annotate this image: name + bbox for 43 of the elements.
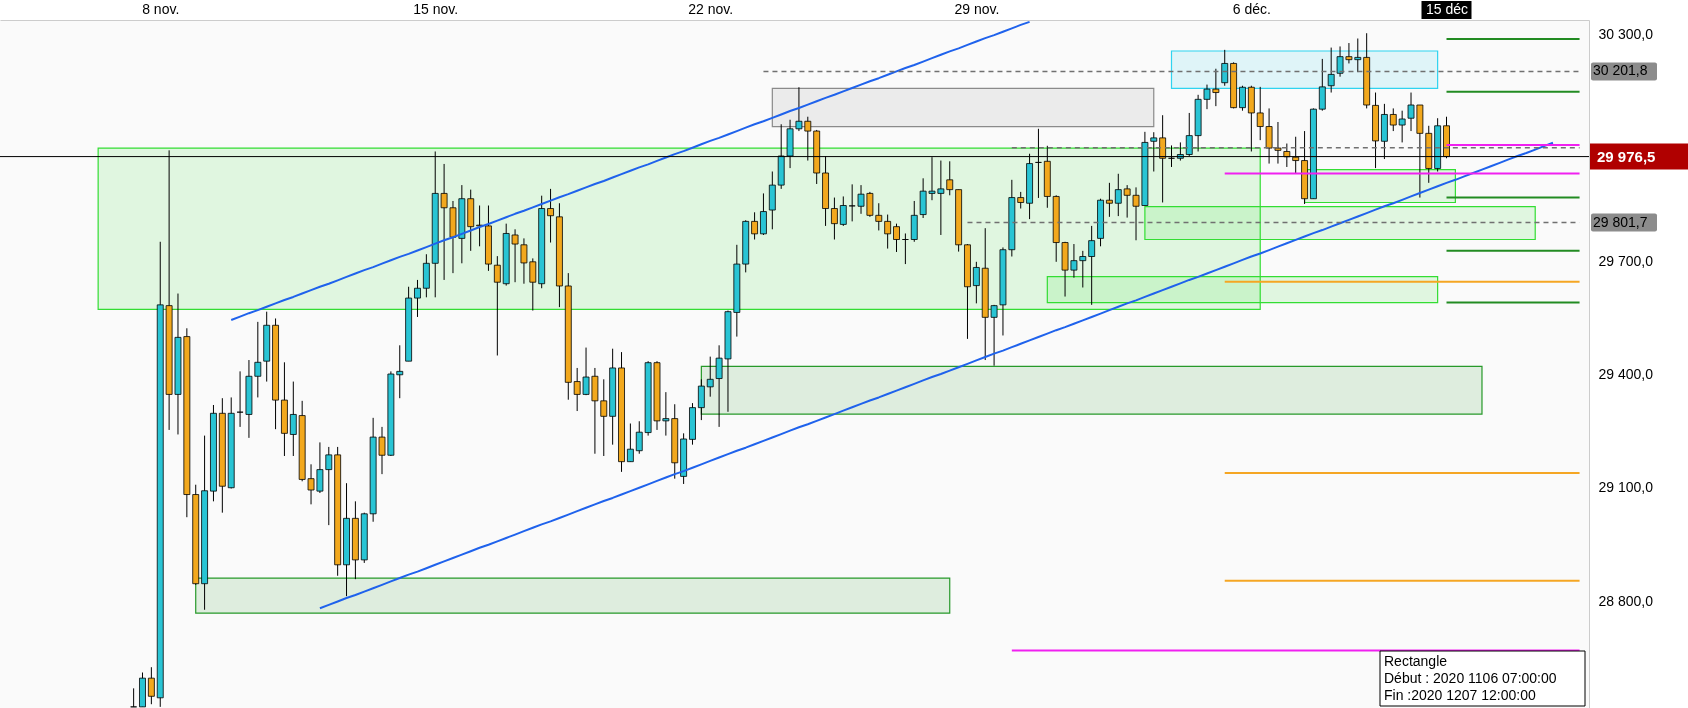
candlestick xyxy=(1114,173,1122,217)
y-tick-label: 29 700,0 xyxy=(1598,252,1654,269)
candlestick xyxy=(1318,58,1326,112)
annotation: Fin :2020 1207 12:00:00 xyxy=(1384,687,1537,703)
candlestick xyxy=(130,687,138,708)
candlestick xyxy=(1088,225,1096,306)
line-series xyxy=(318,141,1554,610)
candlestick xyxy=(760,192,767,236)
annotation: Rectangle xyxy=(1384,653,1448,669)
candlestick xyxy=(1106,182,1113,218)
data-label: 30 201,8 xyxy=(1593,62,1648,79)
candlestick xyxy=(839,195,847,227)
candlestick xyxy=(1327,47,1335,94)
y-tick-label: 30 300,0 xyxy=(1598,25,1654,42)
annotation: Début : 2020 1106 07:00:00 xyxy=(1384,670,1557,686)
x-tick-label: 8 nov. xyxy=(142,0,180,17)
x-tick-label: 29 nov. xyxy=(954,0,1000,17)
candlestick xyxy=(884,214,892,250)
y-tick-label: 28 800,0 xyxy=(1598,592,1654,609)
candlestick xyxy=(626,423,634,463)
candlestick xyxy=(831,197,838,241)
candlestick xyxy=(547,188,554,244)
candlestick xyxy=(1221,49,1229,87)
candlestick xyxy=(1239,85,1246,112)
line-series xyxy=(230,20,1031,321)
x-tick-label: 22 nov. xyxy=(688,0,734,17)
candlestick xyxy=(706,356,714,398)
candlestick xyxy=(893,223,900,253)
candlestick xyxy=(147,666,155,705)
candlestick xyxy=(414,279,421,318)
candlestick xyxy=(751,211,758,241)
ref-line-label: 29 976,5 xyxy=(1597,147,1656,165)
x-tick-label: 15 déc xyxy=(1425,0,1469,17)
candlestick xyxy=(493,255,501,356)
y-tick-label: 29 100,0 xyxy=(1598,479,1654,496)
candlestick xyxy=(972,261,980,304)
candlestick xyxy=(289,381,297,457)
data-label: 29 801,7 xyxy=(1593,213,1648,230)
x-tick-label: 15 nov. xyxy=(413,0,459,17)
candlestick xyxy=(848,183,856,222)
x-tick-label: 6 déc. xyxy=(1232,0,1271,17)
y-tick-label: 29 400,0 xyxy=(1598,365,1654,382)
candlestick xyxy=(697,378,705,421)
